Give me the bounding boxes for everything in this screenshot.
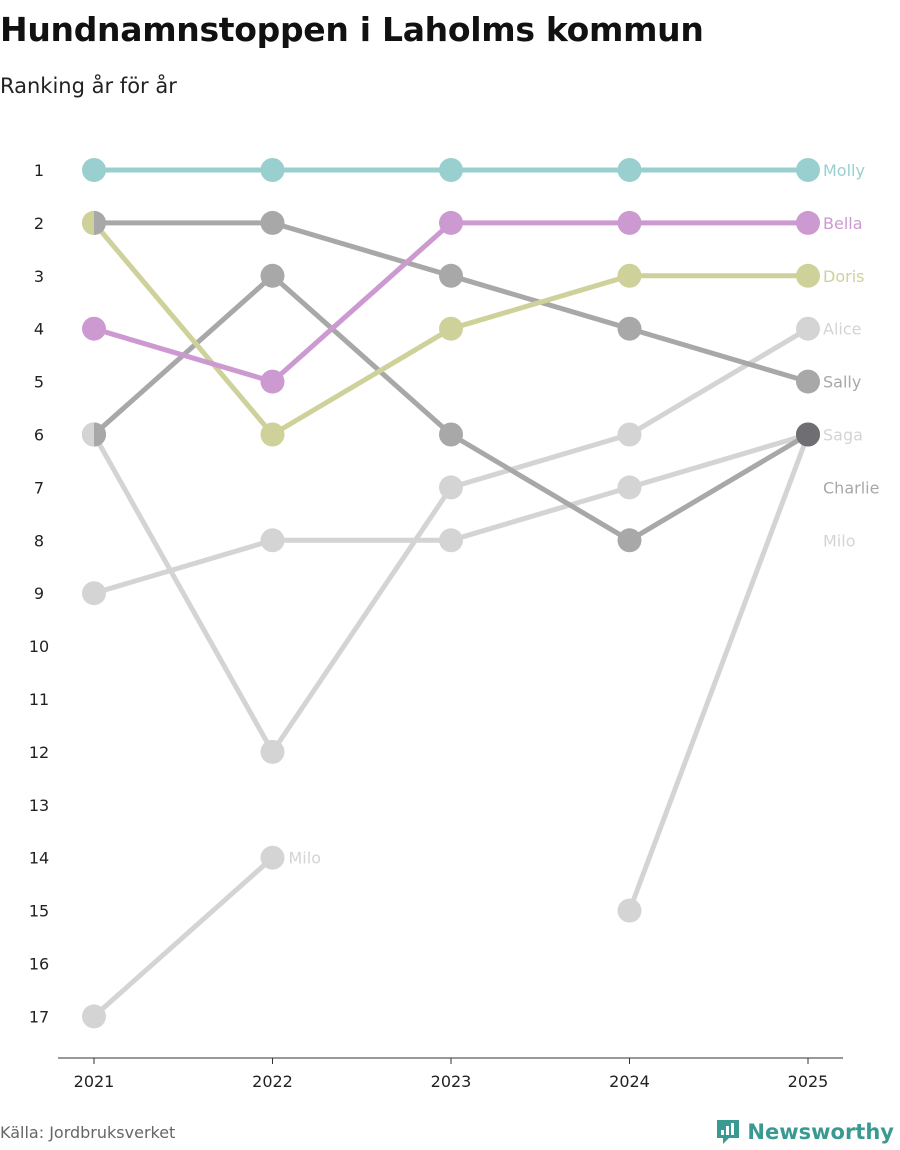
highlight-point bbox=[796, 422, 820, 447]
x-tick-label: 2022 bbox=[252, 1072, 293, 1091]
series-point-saga bbox=[617, 898, 642, 923]
mid-label-milo: Milo bbox=[289, 849, 321, 868]
series-point-charlie bbox=[617, 316, 642, 341]
newsworthy-logo-icon bbox=[717, 1120, 740, 1144]
series-line-milo bbox=[91, 432, 811, 596]
end-label-doris: Doris bbox=[823, 267, 864, 286]
split-point-left bbox=[82, 210, 94, 235]
series-point-doris bbox=[439, 316, 463, 341]
x-tick-label: 2021 bbox=[74, 1072, 115, 1091]
series-point-charlie bbox=[796, 369, 820, 394]
y-tick-label: 14 bbox=[29, 849, 49, 868]
chart-title: Hundnamnstoppen i Laholms kommun bbox=[0, 10, 704, 49]
brand-logo[interactable]: Newsworthy bbox=[715, 1118, 894, 1146]
series-point-alice bbox=[796, 316, 820, 341]
series-point-alice bbox=[439, 475, 463, 500]
end-label-bella: Bella bbox=[823, 214, 863, 233]
series-lines bbox=[91, 167, 811, 1019]
series-point-milo bbox=[82, 581, 106, 606]
series-point-alice bbox=[617, 422, 642, 447]
series-point-milo bbox=[82, 1004, 106, 1029]
y-tick-label: 6 bbox=[34, 426, 44, 445]
end-label-milo: Milo bbox=[823, 531, 855, 550]
series-line-charlie bbox=[91, 220, 811, 385]
series-line-milo bbox=[91, 855, 275, 1019]
series-point-bella bbox=[82, 316, 106, 341]
end-label-charlie: Charlie bbox=[823, 478, 879, 497]
y-tick-label: 9 bbox=[34, 584, 44, 603]
series-point-doris bbox=[617, 263, 642, 288]
series-point-milo bbox=[260, 528, 285, 553]
x-axis-ticks: 2021 2022 2023 2024 2025 bbox=[74, 1058, 829, 1091]
series-point-charlie bbox=[439, 263, 463, 288]
x-tick-label: 2023 bbox=[431, 1072, 472, 1091]
brand-name: Newsworthy bbox=[747, 1120, 894, 1144]
y-tick-label: 5 bbox=[34, 373, 44, 392]
y-tick-label: 15 bbox=[29, 902, 49, 921]
series-point-bella bbox=[439, 210, 463, 235]
series-point-milo bbox=[617, 475, 642, 500]
y-tick-label: 7 bbox=[34, 478, 44, 497]
x-tick-label: 2025 bbox=[788, 1072, 829, 1091]
series-point-bella bbox=[796, 210, 820, 235]
series-point-milo bbox=[439, 528, 463, 553]
series-point-sally bbox=[439, 422, 463, 447]
y-tick-label: 17 bbox=[29, 1007, 49, 1026]
series-point-sally bbox=[617, 528, 642, 553]
y-tick-label: 13 bbox=[29, 796, 49, 815]
series-point-molly bbox=[82, 158, 106, 182]
series-point-milo bbox=[260, 845, 285, 870]
y-tick-label: 1 bbox=[34, 161, 44, 180]
chart-subtitle: Ranking år för år bbox=[0, 74, 177, 98]
y-tick-label: 3 bbox=[34, 267, 44, 286]
source-note: Källa: Jordbruksverket bbox=[0, 1123, 176, 1142]
series-point-molly bbox=[260, 158, 285, 182]
end-label-saga: Saga bbox=[823, 426, 863, 445]
end-label-alice: Alice bbox=[823, 320, 861, 339]
end-label-sally: Sally bbox=[823, 373, 861, 392]
series-point-doris bbox=[796, 263, 820, 288]
series-point-doris bbox=[260, 422, 285, 447]
split-point-right bbox=[94, 210, 107, 235]
series-point-sally bbox=[260, 263, 285, 288]
end-label-molly: Molly bbox=[823, 161, 865, 180]
series-point-bella bbox=[260, 369, 285, 394]
y-tick-label: 4 bbox=[34, 320, 44, 339]
y-tick-label: 10 bbox=[29, 637, 49, 656]
y-tick-label: 16 bbox=[29, 955, 49, 974]
series-line-bella bbox=[91, 220, 811, 385]
y-tick-label: 12 bbox=[29, 743, 49, 762]
series-point-bella bbox=[617, 210, 642, 235]
series-labels: Molly Bella Doris Alice Sally Saga Charlie Milo… bbox=[289, 161, 880, 868]
series-point-charlie bbox=[260, 210, 285, 235]
split-point-right bbox=[94, 422, 107, 447]
y-tick-label: 8 bbox=[34, 531, 44, 550]
series-point-alice bbox=[260, 739, 285, 764]
split-point-left bbox=[82, 422, 94, 447]
series-line-saga bbox=[627, 432, 811, 914]
series-point-molly bbox=[796, 158, 820, 182]
y-tick-label: 2 bbox=[34, 214, 44, 233]
series-point-molly bbox=[617, 158, 642, 182]
y-tick-label: 11 bbox=[29, 690, 49, 709]
x-tick-label: 2024 bbox=[609, 1072, 650, 1091]
series-point-molly bbox=[439, 158, 463, 182]
series-markers bbox=[82, 158, 820, 1029]
series-line-sally bbox=[91, 273, 811, 543]
